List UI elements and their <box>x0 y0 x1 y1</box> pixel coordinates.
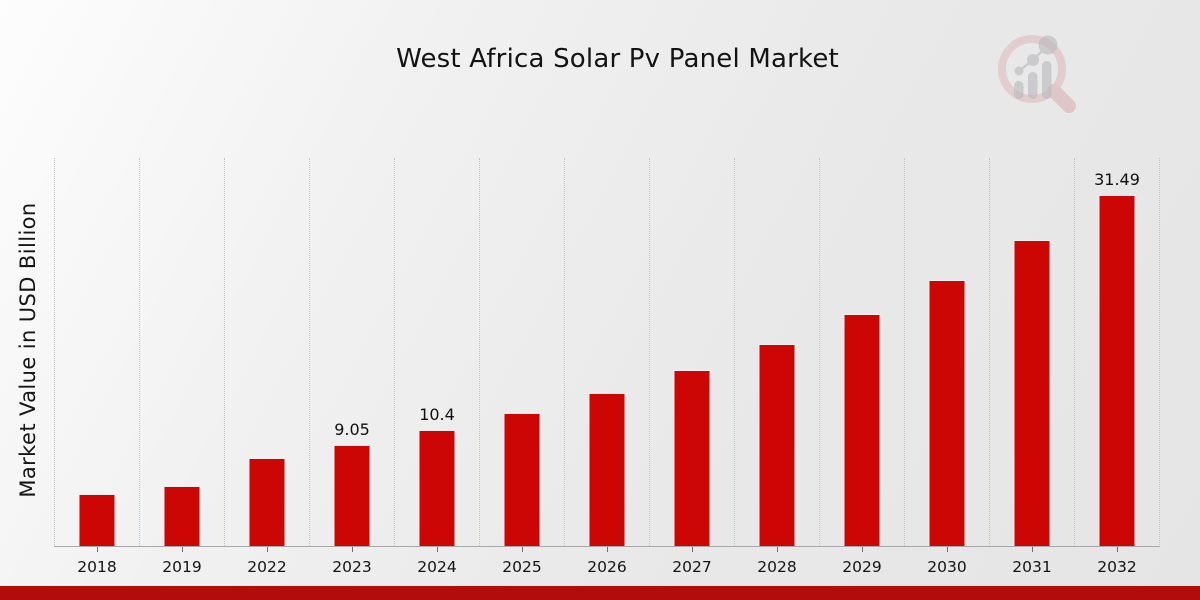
category-slot-2018: 2018 <box>55 158 139 576</box>
x-tick-label-2026: 2026 <box>587 558 627 576</box>
magnifier-icon <box>998 35 1076 113</box>
category-slot-2026: 2026 <box>564 158 649 576</box>
x-axis-tick <box>352 547 353 552</box>
x-axis-tick <box>692 547 693 552</box>
category-slot-2022: 2022 <box>224 158 309 576</box>
bar-2027 <box>673 370 711 546</box>
trend-dots-icon <box>1014 35 1058 76</box>
x-tick-label-2028: 2028 <box>757 558 797 576</box>
x-tick-label-2027: 2027 <box>672 558 712 576</box>
category-slot-2029: 2029 <box>819 158 904 576</box>
x-axis-tick <box>97 547 98 552</box>
x-axis-tick <box>1117 547 1118 552</box>
x-axis-tick <box>862 547 863 552</box>
category-slot-2031: 2031 <box>989 158 1074 576</box>
category-slot-2032: 31.49 2032 <box>1074 158 1159 576</box>
category-slot-2027: 2027 <box>649 158 734 576</box>
x-tick-label-2019: 2019 <box>162 558 202 576</box>
x-tick-label-2030: 2030 <box>927 558 967 576</box>
x-tick-label-2032: 2032 <box>1097 558 1137 576</box>
plot-area: 2018 2019 2022 9.05 2023 10.4 2024 2025 2026 2027… <box>54 158 1160 576</box>
category-slot-2025: 2025 <box>479 158 564 576</box>
bar-2019 <box>163 486 201 546</box>
bar-chart-icon <box>1014 61 1052 99</box>
x-tick-label-2024: 2024 <box>417 558 457 576</box>
x-tick-label-2023: 2023 <box>332 558 372 576</box>
brand-logo <box>998 35 1076 113</box>
x-axis-tick <box>777 547 778 552</box>
bar-2018 <box>78 494 116 546</box>
category-slot-2028: 2028 <box>734 158 819 576</box>
bar-2026 <box>588 393 626 546</box>
bar-value-label-2024: 10.4 <box>419 405 455 424</box>
bar-2023 <box>333 445 371 546</box>
bar-2030 <box>928 280 966 546</box>
x-tick-label-2029: 2029 <box>842 558 882 576</box>
footer-accent-bar <box>0 586 1200 600</box>
bar-2025 <box>503 413 541 546</box>
x-tick-label-2022: 2022 <box>247 558 287 576</box>
x-axis-tick <box>607 547 608 552</box>
bar-value-label-2032: 31.49 <box>1094 170 1140 189</box>
x-tick-label-2018: 2018 <box>77 558 117 576</box>
category-slot-2030: 2030 <box>904 158 989 576</box>
category-slot-2023: 9.05 2023 <box>309 158 394 576</box>
bar-2032 <box>1098 195 1136 546</box>
x-axis-tick <box>437 547 438 552</box>
page-title: West Africa Solar Pv Panel Market <box>396 44 839 74</box>
bar-2028 <box>758 344 796 546</box>
bar-2031 <box>1013 240 1051 546</box>
x-tick-label-2031: 2031 <box>1012 558 1052 576</box>
x-tick-label-2025: 2025 <box>502 558 542 576</box>
bar-2022 <box>248 458 286 546</box>
bar-2029 <box>843 314 881 546</box>
x-axis-tick <box>947 547 948 552</box>
x-axis-tick <box>182 547 183 552</box>
x-axis-tick <box>522 547 523 552</box>
bar-value-label-2023: 9.05 <box>334 420 370 439</box>
y-axis-title: Market Value in USD Billion <box>16 202 40 498</box>
bar-2024 <box>418 430 456 546</box>
category-slot-2019: 2019 <box>139 158 224 576</box>
x-axis-tick <box>1032 547 1033 552</box>
category-slot-2024: 10.4 2024 <box>394 158 479 576</box>
x-axis-tick <box>267 547 268 552</box>
